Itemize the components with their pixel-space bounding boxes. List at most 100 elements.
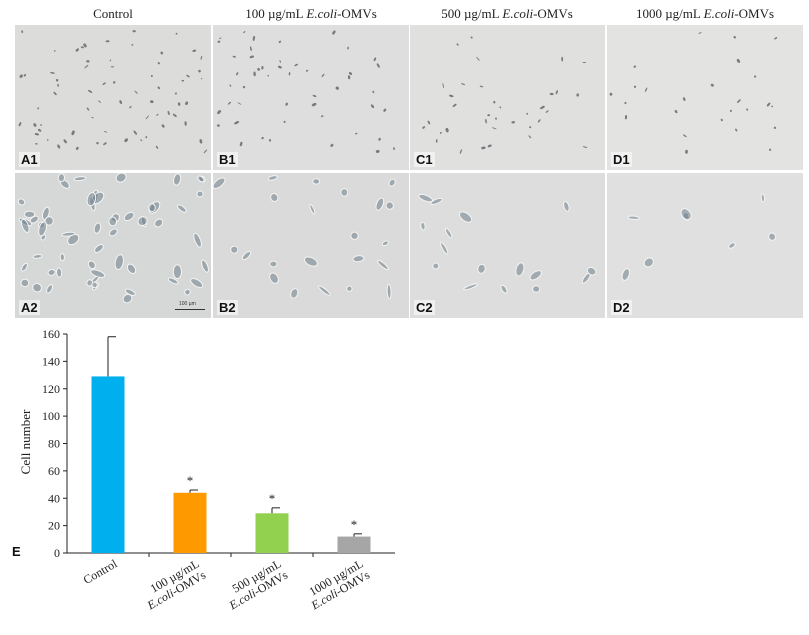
cell xyxy=(252,35,256,41)
cell xyxy=(355,132,358,135)
panel-label-c1: C1 xyxy=(414,152,435,167)
cell xyxy=(40,124,42,126)
cell xyxy=(729,109,732,112)
cell xyxy=(243,31,246,34)
cell xyxy=(479,85,484,88)
cell xyxy=(487,144,492,148)
cell xyxy=(145,115,149,120)
cell xyxy=(198,69,201,73)
cell xyxy=(57,83,59,87)
micrograph-c2: C2 xyxy=(410,173,605,318)
cell xyxy=(737,99,741,103)
cell xyxy=(492,127,497,130)
cell xyxy=(219,37,222,40)
cell xyxy=(710,83,714,87)
micrograph-c1: C1 xyxy=(410,25,605,170)
cell xyxy=(21,30,24,34)
cell xyxy=(445,127,449,133)
cell xyxy=(378,137,381,141)
cell xyxy=(75,48,79,52)
cell xyxy=(17,198,26,206)
x-tick-label: 100 µg/mLE.coli-OMVs xyxy=(144,556,208,612)
cell xyxy=(283,120,286,123)
cell xyxy=(771,105,774,108)
cell xyxy=(456,43,459,46)
cell xyxy=(766,102,771,107)
micrograph-b1: B1 xyxy=(213,25,409,170)
cell xyxy=(643,257,654,268)
cell xyxy=(53,91,57,96)
bar xyxy=(91,376,125,553)
cell xyxy=(157,86,161,90)
cell xyxy=(586,266,597,276)
cell xyxy=(123,211,135,222)
cell xyxy=(493,100,496,104)
cell xyxy=(311,102,317,107)
cell xyxy=(746,108,749,111)
cell xyxy=(312,94,317,98)
cell xyxy=(216,124,220,127)
cell xyxy=(33,123,37,127)
cell xyxy=(172,113,177,118)
cell xyxy=(427,120,431,125)
cell xyxy=(18,122,22,127)
cell xyxy=(440,241,449,255)
cell xyxy=(19,74,23,78)
cell xyxy=(167,277,179,285)
cell xyxy=(63,139,67,144)
cell xyxy=(760,193,766,203)
cell xyxy=(545,110,549,113)
panel-label-d2: D2 xyxy=(611,300,632,315)
cell xyxy=(346,285,353,292)
cell xyxy=(200,55,203,60)
cell xyxy=(233,121,239,125)
column-title-1000: 1000 µg/mL E.coli-OMVs xyxy=(635,6,775,21)
cell xyxy=(124,288,136,296)
cell xyxy=(175,32,178,35)
cell xyxy=(23,210,36,219)
cell xyxy=(537,119,541,123)
cell xyxy=(449,94,454,98)
y-tick-label: 160 xyxy=(42,327,60,341)
cell xyxy=(172,264,182,279)
panel-label-c2: C2 xyxy=(414,300,435,315)
cell xyxy=(181,79,185,82)
cell xyxy=(201,259,209,273)
cell xyxy=(270,193,279,202)
cell xyxy=(174,92,177,95)
cell xyxy=(683,134,687,138)
cell xyxy=(86,107,90,111)
cell xyxy=(160,51,164,55)
x-tick-label: 500 µg/mLE.coli-OMVs xyxy=(226,556,290,612)
cell xyxy=(624,115,628,120)
cell xyxy=(132,30,136,33)
cell xyxy=(261,136,264,140)
cell xyxy=(32,254,43,259)
cell xyxy=(576,93,580,97)
cell xyxy=(35,142,38,145)
y-tick-label: 80 xyxy=(48,437,60,451)
cell xyxy=(173,173,182,186)
cell xyxy=(185,101,189,106)
panel-label-e: E xyxy=(12,544,21,559)
bar-chart: 0 20 40 60 80 100 120 140 160 * * * Control 100 µg/… xyxy=(12,327,395,613)
cell xyxy=(332,30,336,35)
cell xyxy=(119,100,123,104)
column-title-500: 500 µg/mL E.coli-OMVs xyxy=(441,6,573,21)
cell xyxy=(458,211,473,223)
cell xyxy=(47,268,56,276)
bar xyxy=(173,492,207,553)
cell xyxy=(91,281,98,288)
cell xyxy=(674,109,678,114)
cell xyxy=(186,74,190,78)
cell-scatter xyxy=(213,175,396,300)
cell xyxy=(769,148,772,151)
cell xyxy=(377,260,389,270)
cell xyxy=(34,132,40,136)
cell xyxy=(470,36,473,39)
cell-scatter xyxy=(422,36,588,154)
cell xyxy=(430,197,443,205)
cell xyxy=(269,272,279,284)
y-tick-label: 60 xyxy=(48,464,60,478)
y-tick-label: 140 xyxy=(42,354,60,368)
